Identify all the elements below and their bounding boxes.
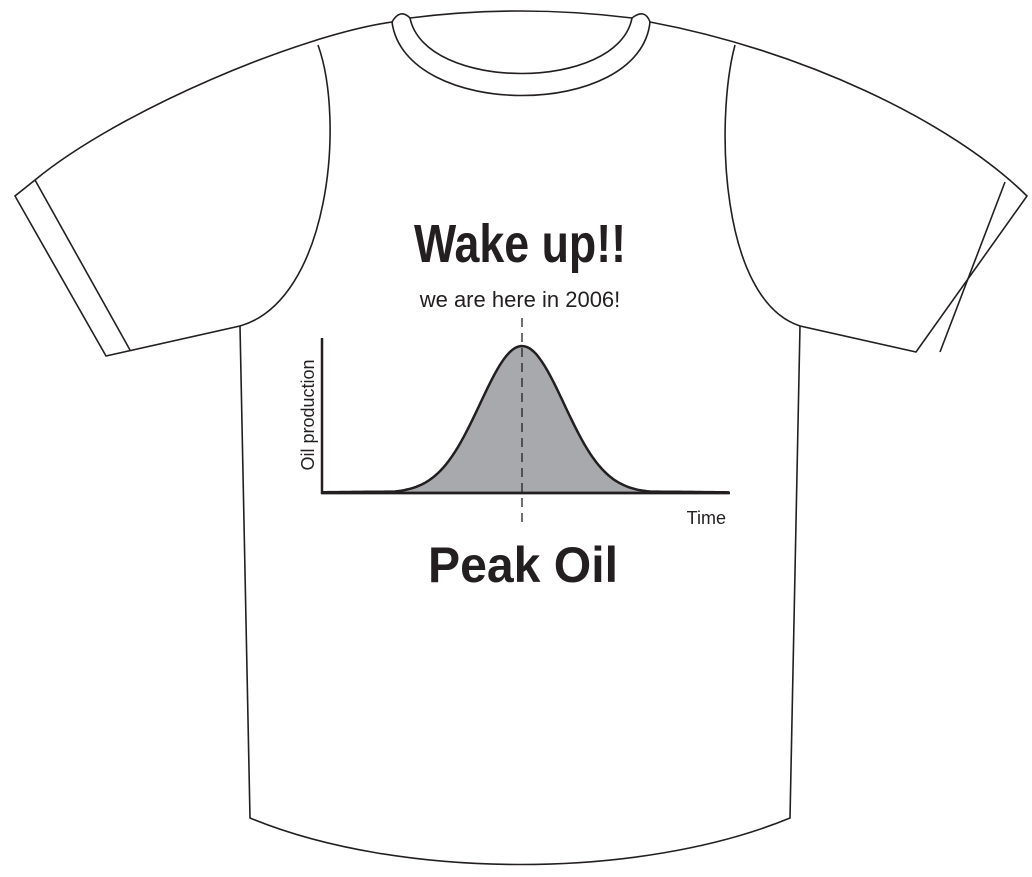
collar-back	[392, 11, 650, 22]
right-sleeve-seam	[725, 45, 800, 326]
x-axis-label: Time	[687, 508, 726, 528]
left-cuff	[35, 180, 130, 350]
headline: Wake up!!	[414, 214, 626, 274]
right-cuff	[940, 182, 1005, 352]
page: Wake up!! we are here in 2006! Oil produ…	[0, 0, 1032, 877]
left-sleeve-seam	[240, 45, 330, 326]
subtitle: we are here in 2006!	[419, 287, 621, 312]
footer: Peak Oil	[428, 537, 618, 593]
y-axis-label: Oil production	[298, 359, 318, 470]
collar-outer	[392, 22, 650, 96]
production-curve	[323, 346, 728, 493]
tshirt-illustration: Wake up!! we are here in 2006! Oil produ…	[0, 0, 1032, 877]
collar-inner	[410, 18, 632, 74]
